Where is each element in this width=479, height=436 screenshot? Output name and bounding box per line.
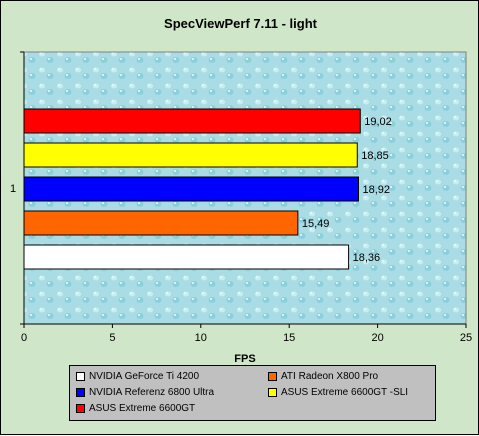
- x-tick-label: 25: [460, 332, 472, 344]
- legend-swatch: [76, 387, 85, 397]
- x-tick-label: 20: [371, 332, 383, 344]
- x-tick-label: 5: [109, 332, 115, 344]
- x-axis-label: FPS: [234, 353, 255, 365]
- legend: NVIDIA GeForce Ti 4200 ATI Radeon X800 Pr…: [69, 365, 436, 421]
- legend-item: NVIDIA Referenz 6800 Ultra: [76, 385, 214, 399]
- data-label: 19,02: [364, 116, 392, 128]
- x-tick-label: 10: [195, 332, 207, 344]
- legend-swatch: [268, 387, 277, 397]
- legend-swatch: [76, 371, 85, 381]
- legend-swatch: [76, 403, 85, 413]
- chart-title: SpecViewPerf 7.11 - light: [164, 16, 317, 31]
- legend-item: ASUS Extreme 6600GT -SLI: [268, 385, 408, 399]
- bar: [23, 176, 360, 202]
- data-label: 18,92: [363, 184, 391, 196]
- legend-swatch: [268, 371, 277, 381]
- legend-label: ATI Radeon X800 Pro: [281, 370, 379, 382]
- legend-label: ASUS Extreme 6600GT: [89, 402, 196, 414]
- legend-item: NVIDIA GeForce Ti 4200: [76, 369, 199, 383]
- legend-label: NVIDIA GeForce Ti 4200: [89, 370, 200, 382]
- data-label: 18,85: [361, 150, 389, 162]
- legend-label: ASUS Extreme 6600GT -SLI: [281, 386, 409, 398]
- legend-item: ATI Radeon X800 Pro: [268, 369, 378, 383]
- legend-label: NVIDIA Referenz 6800 Ultra: [89, 386, 215, 398]
- bar: [23, 210, 299, 236]
- x-tick-label: 0: [21, 332, 27, 344]
- bar: [23, 142, 358, 168]
- data-label: 15,49: [302, 218, 330, 230]
- legend-item: ASUS Extreme 6600GT: [76, 401, 195, 415]
- x-tick-label: 15: [283, 332, 295, 344]
- category-label: 1: [10, 183, 16, 195]
- data-label: 18,36: [353, 252, 381, 264]
- bar: [23, 108, 361, 134]
- bar: [23, 244, 350, 270]
